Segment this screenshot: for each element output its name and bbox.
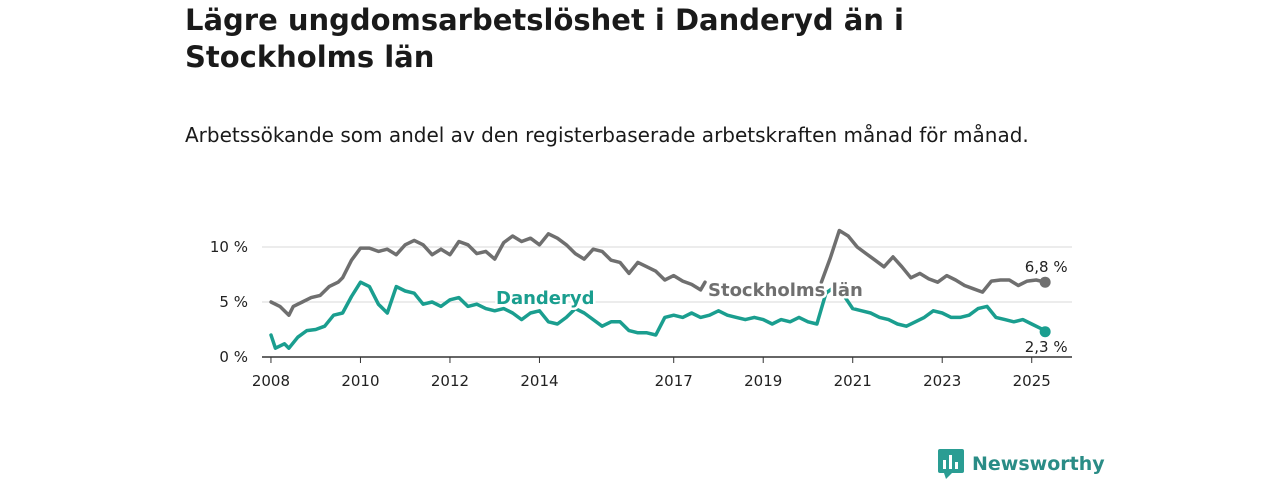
x-tick-label: 2010 [341, 372, 379, 390]
series-labels: Stockholms län Danderyd 6,8 % 2,3 % [494, 256, 1070, 358]
y-tick-label: 0 % [219, 348, 248, 366]
x-tick-label: 2025 [1013, 372, 1051, 390]
x-axis-ticks: 2008 2010 2012 2014 2017 2019 2021 2023 2025 [252, 357, 1051, 390]
endpoint-stockholms-lan [1039, 276, 1051, 288]
x-tick-label: 2019 [744, 372, 782, 390]
series-line-stockholms-lan-part-2 [819, 228, 1047, 294]
x-tick-label: 2014 [520, 372, 558, 390]
series-label-danderyd: Danderyd [496, 288, 595, 309]
y-tick-label: 10 % [210, 238, 248, 256]
endpoint-danderyd [1039, 326, 1051, 338]
gridlines [262, 246, 1072, 358]
x-tick-label: 2021 [834, 372, 872, 390]
x-tick-label: 2008 [252, 372, 290, 390]
brand-name: Newsworthy [972, 453, 1105, 475]
chart-title: Lägre ungdomsarbetslöshet i Danderyd än … [185, 3, 904, 74]
newsworthy-logo-icon [938, 449, 964, 479]
end-label-danderyd: 2,3 % [1025, 338, 1068, 356]
y-axis-ticks: 0 % 5 % 10 % [210, 238, 248, 366]
series-label-stockholms-lan: Stockholms län [708, 280, 863, 301]
x-tick-label: 2023 [923, 372, 961, 390]
line-chart: 0 %5 %10 % 2008 2010 2012 2014 2017 2019 2021 2… [210, 228, 1072, 390]
series-line-danderyd [269, 280, 1047, 350]
x-tick-label: 2012 [431, 372, 469, 390]
y-tick-label: 5 % [219, 293, 248, 311]
x-tick-label: 2017 [655, 372, 693, 390]
chart-subtitle: Arbetssökande som andel av den registerb… [185, 123, 1029, 147]
series-lines [269, 228, 1051, 350]
series-line-stockholms-lan [269, 232, 707, 317]
brand-logo: Newsworthy [938, 448, 1105, 480]
end-label-stockholms-lan: 6,8 % [1025, 258, 1068, 276]
